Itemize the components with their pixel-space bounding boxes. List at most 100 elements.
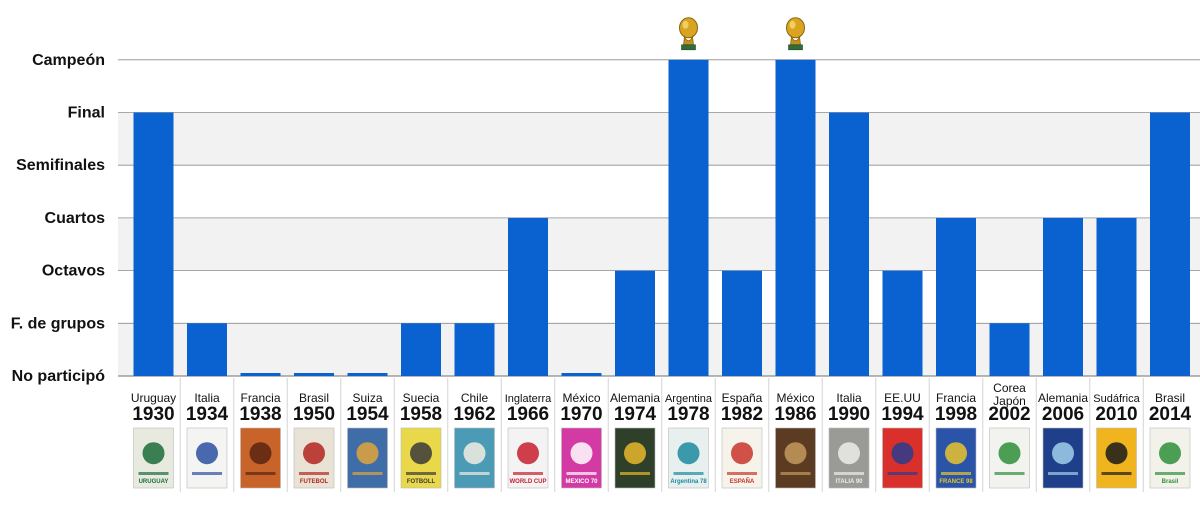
poster-emblem [731,442,753,465]
poster [454,427,495,489]
y-tick-label: No participó [12,368,106,385]
y-axis-labels: No participó F. de grupos Octavos Cuartos Se… [11,52,105,385]
poster-emblem [784,442,807,465]
bar [133,112,174,376]
x-country-label: Uruguay [131,391,176,405]
background-bands [118,112,1200,376]
bar [561,373,602,376]
bar [882,270,923,376]
x-year-label: 2010 [1095,404,1137,425]
poster [347,427,388,489]
poster-emblem [249,442,272,465]
poster-stripe [620,472,650,475]
x-year-label: 1930 [132,404,174,425]
poster-emblem [624,442,646,465]
x-year-label: 1958 [400,404,442,425]
poster-stripe [245,472,276,475]
bars [133,59,1190,377]
x-country-label: Inglaterra [505,393,552,405]
poster-caption: FOTBOLL [407,479,436,485]
poster [240,427,281,489]
trophy-base [788,44,803,51]
x-year-label: 1974 [614,404,657,425]
poster-stripe [352,472,383,475]
x-country-label: México [776,391,814,405]
x-country-label: Francia [936,391,976,405]
poster: Brasil [1149,427,1191,489]
poster: MEXICO 70 [561,427,602,489]
x-country-label: Chile [461,391,489,405]
poster-stripe [834,472,864,475]
trophy-markers [679,17,805,51]
poster-caption: FUTEBOL [300,479,329,485]
poster-emblem [303,442,325,465]
x-year-label: 1966 [507,404,549,425]
poster [775,427,816,489]
x-country-label: Suiza [352,391,382,405]
x-country-label: Alemania [1038,391,1088,405]
bar [508,217,548,376]
x-country-label: Alemania [610,391,660,405]
bar [1096,217,1137,376]
poster [1042,427,1084,489]
trophy-base [681,44,696,51]
poster-stripe [673,472,704,475]
y-tick-label: Campeón [32,52,105,69]
bar [722,270,762,376]
bar [1150,112,1190,376]
poster [882,427,923,489]
x-year-label: 1998 [935,404,977,425]
poster-stripe [1101,472,1132,475]
background-band [118,112,1200,166]
poster [186,427,228,489]
poster [1096,427,1137,489]
poster-emblem [838,442,860,465]
poster-stripe [727,472,757,475]
poster-emblem [1052,442,1074,465]
x-country-label: Sudáfrica [1093,393,1140,405]
bar [240,373,281,376]
x-country-label: Brasil [299,391,329,405]
bar [347,373,388,376]
bar [615,270,655,376]
poster-emblem [945,442,967,465]
poster-stripe [1048,472,1078,475]
x-country-label: Corea [993,381,1026,395]
poster-emblem [891,442,914,465]
x-year-label: 1934 [186,404,229,425]
poster-stripe [994,472,1025,475]
poster-caption: Brasil [1162,479,1179,485]
y-tick-label: F. de grupos [11,315,105,332]
x-year-label: 1978 [667,404,709,425]
poster-emblem [1159,442,1181,465]
x-year-label: 2002 [988,404,1030,425]
poster-stripe [513,472,543,475]
poster-caption: MEXICO 70 [565,479,598,485]
poster-stripe [299,472,329,475]
poster-stripe [887,472,918,475]
poster-caption: Argentina 78 [670,479,707,485]
poster: URUGUAY [133,427,174,489]
x-country-label: Suecia [403,391,440,405]
x-year-label: 1982 [721,404,763,425]
x-country-label: México [562,391,600,405]
x-country-label: España [722,391,763,405]
background-band [118,323,1200,376]
x-year-label: 2014 [1149,404,1192,425]
poster: FOTBOLL [400,427,442,489]
x-year-label: 1986 [774,404,816,425]
poster-stripe [566,472,597,475]
bar [294,373,334,376]
bar [401,323,441,376]
poster: FUTEBOL [293,427,335,489]
poster-emblem [570,442,593,465]
bar [775,59,816,377]
world-cup-trophy-icon [786,17,805,51]
x-year-label: 2006 [1042,404,1084,425]
y-tick-label: Semifinales [16,157,105,174]
trophy-shine [682,20,689,29]
bar [668,59,709,377]
trophy-stem [683,35,694,46]
x-country-label: EE.UU [884,391,921,405]
